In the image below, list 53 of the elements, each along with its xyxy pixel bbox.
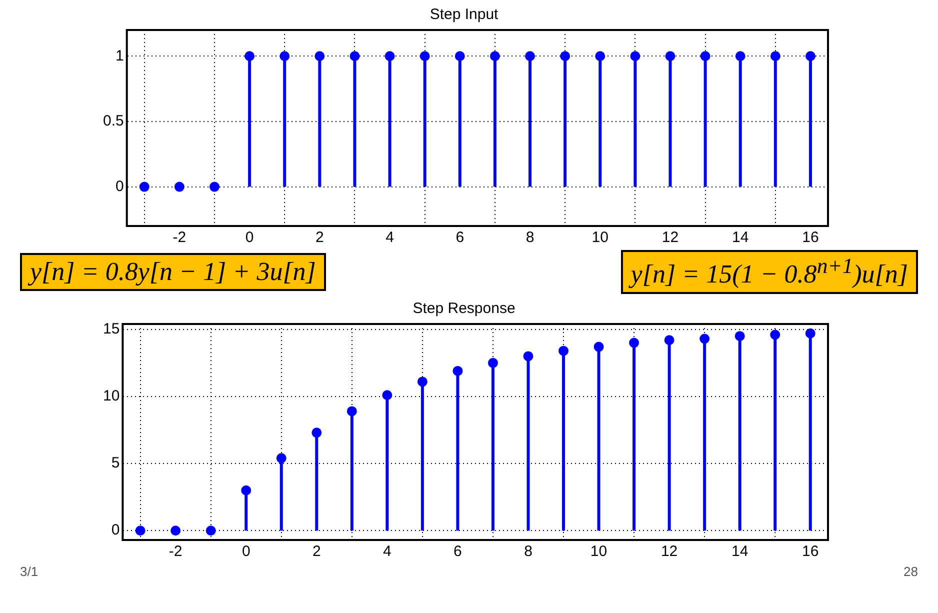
x-tick-label: -2 <box>168 542 182 560</box>
x-tick-label: 0 <box>242 542 250 560</box>
x-tick-label: 16 <box>802 229 819 246</box>
x-tick-label: 6 <box>456 229 464 246</box>
x-tick-label: 4 <box>386 229 394 246</box>
x-tick-label: 12 <box>662 229 679 246</box>
x-tick-label: 12 <box>660 542 678 560</box>
text: y[n] = 15(1 − 0.8$^{n+1}$)u[n] <box>620 250 918 294</box>
point <box>629 337 640 348</box>
point <box>346 406 357 416</box>
x-tick-label: -2 <box>172 229 186 246</box>
point <box>488 358 498 368</box>
y-tick-label: 0 <box>116 178 124 195</box>
text: 3/1 <box>20 564 38 579</box>
point <box>417 376 428 386</box>
x-tick-label: 0 <box>245 229 254 246</box>
y-tick-label: 15 <box>102 320 120 338</box>
x-tick-label: 10 <box>592 229 608 246</box>
point <box>135 525 146 536</box>
x-tick-label: 8 <box>526 229 534 246</box>
x-tick-label: 8 <box>524 542 532 560</box>
y-tick-label: 0.5 <box>102 112 124 130</box>
x-tick-label: 2 <box>312 542 321 560</box>
point <box>700 333 710 344</box>
point <box>170 525 181 536</box>
x-tick-label: 6 <box>454 542 462 560</box>
chart-title: Step Response <box>412 300 516 317</box>
text: y[n] = 0.8y[n − 1] + 3u[n] <box>20 252 326 291</box>
point <box>664 334 674 345</box>
chart-title: Step Input <box>430 6 500 24</box>
x-tick-label: 14 <box>732 229 749 246</box>
y-tick-label: 0 <box>111 521 120 538</box>
point <box>382 390 392 400</box>
point <box>241 485 252 496</box>
x-tick-label: 14 <box>731 542 748 560</box>
point <box>452 366 463 376</box>
point <box>734 330 745 341</box>
y-tick-label: 5 <box>111 454 120 472</box>
x-tick-label: 2 <box>315 229 324 246</box>
point <box>206 525 216 536</box>
x-tick-label: 4 <box>383 542 392 560</box>
x-tick-label: 10 <box>590 542 608 560</box>
text: 28 <box>904 564 918 579</box>
point <box>276 452 286 463</box>
x-tick-label: 16 <box>802 542 819 560</box>
point <box>558 345 569 356</box>
point <box>523 350 534 361</box>
y-tick-label: 10 <box>102 387 120 404</box>
point <box>805 328 816 338</box>
point <box>312 427 322 438</box>
point <box>594 341 604 352</box>
y-tick-label: 1 <box>116 47 124 64</box>
point <box>770 329 780 340</box>
